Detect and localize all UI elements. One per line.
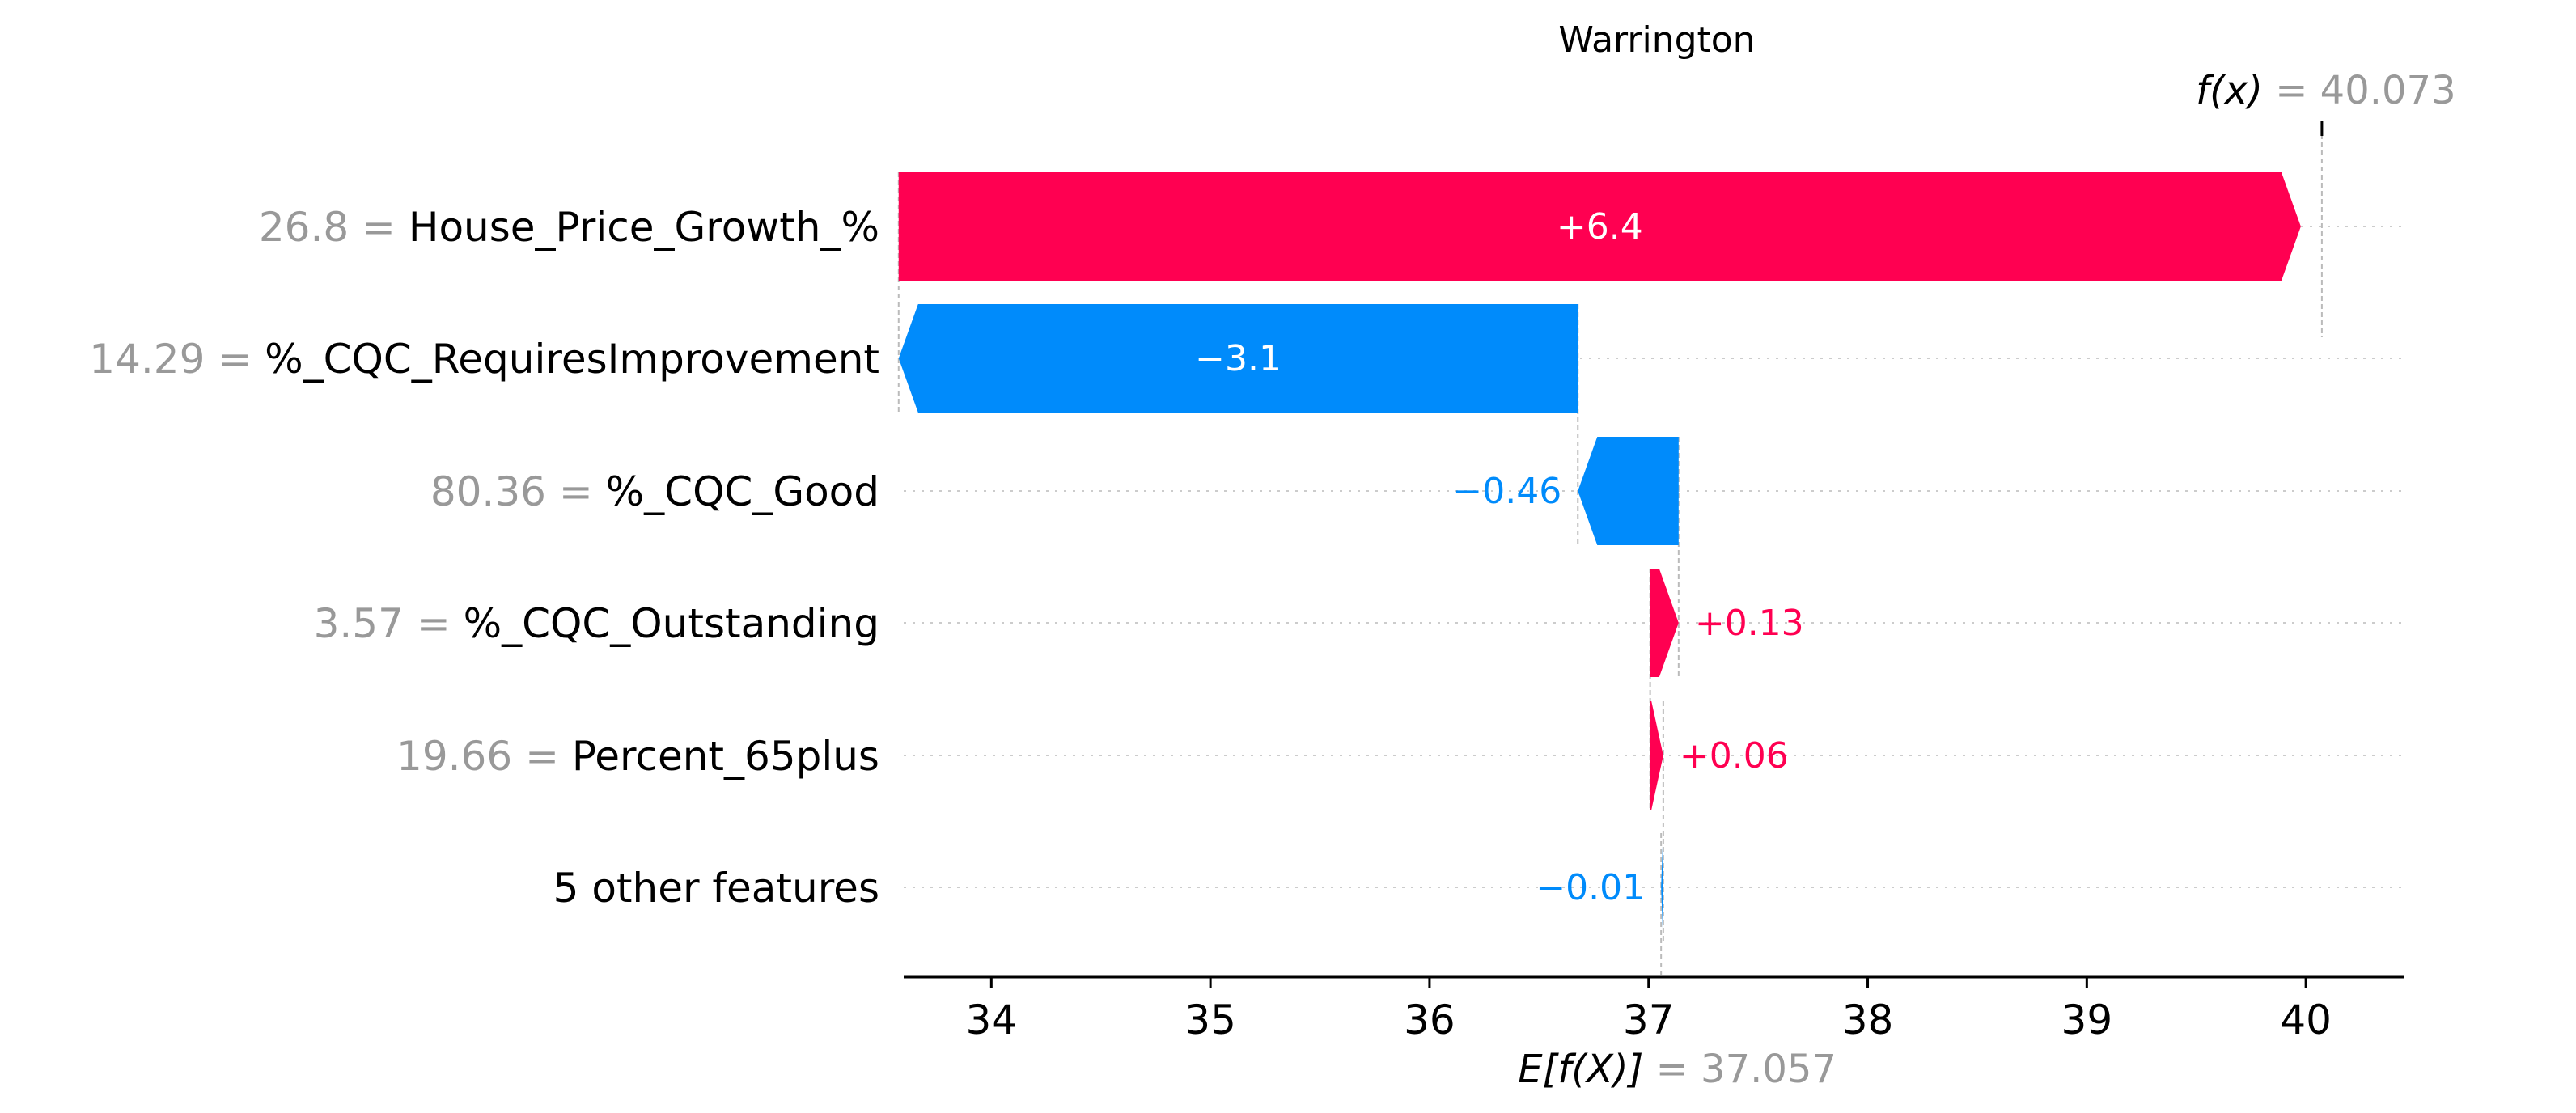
contribution-bar [1650, 701, 1663, 810]
base-value-label: E[f(X)] = 37.057 [1518, 1047, 1837, 1092]
feature-label: 19.66 = Percent_65plus [396, 733, 879, 780]
feature-name: %_CQC_Outstanding [464, 600, 879, 647]
feature-value: 19.66 = [396, 733, 572, 780]
feature-label: 3.57 = %_CQC_Outstanding [314, 600, 879, 647]
contribution-bar [1650, 569, 1679, 677]
x-tick-label: 37 [1623, 997, 1675, 1043]
base-value-symbol: E[f(X)] [1518, 1047, 1655, 1092]
bar-value-label: +0.06 [1680, 735, 1789, 777]
x-tick-label: 34 [966, 997, 1018, 1043]
chart-title: Warrington [1558, 19, 1755, 61]
x-tick-label: 39 [2061, 997, 2113, 1043]
x-tick-label: 40 [2280, 997, 2332, 1043]
feature-value: 26.8 = [259, 204, 409, 251]
feature-label: 14.29 = %_CQC_RequiresImprovement [89, 336, 879, 383]
feature-label: 5 other features [553, 865, 879, 912]
output-value-number: = 40.073 [2275, 68, 2455, 113]
feature-label: 26.8 = House_Price_Growth_% [259, 204, 879, 251]
bar-value-label: −3.1 [1195, 338, 1282, 379]
contribution-bar [898, 304, 1578, 413]
x-tick-label: 36 [1404, 997, 1455, 1043]
bar-layer [898, 172, 2301, 942]
x-axis: 34 35 36 37 38 39 40 E[f(X)] = 37.057 f(x) = 40.… [904, 68, 2456, 1092]
feature-name: %_CQC_Good [606, 468, 879, 515]
x-tick-label: 38 [1842, 997, 1894, 1043]
contribution-bar [1578, 437, 1679, 545]
feature-name: Percent_65plus [572, 733, 879, 780]
output-value-symbol: f(x) [2196, 68, 2275, 113]
contribution-bar [1661, 833, 1663, 942]
feature-name: %_CQC_RequiresImprovement [265, 336, 879, 383]
label-layer: +6.4 26.8 = House_Price_Growth_% −3.1 14.29… [89, 204, 1803, 912]
base-value-number: = 37.057 [1656, 1047, 1837, 1092]
feature-value: 3.57 = [314, 600, 464, 647]
output-value-label: f(x) = 40.073 [2196, 68, 2455, 113]
bar-value-label: +6.4 [1557, 206, 1643, 248]
connector-layer [897, 134, 2323, 977]
bar-value-label: −0.01 [1536, 867, 1645, 908]
feature-value: 14.29 = [89, 336, 265, 383]
feature-name: 5 other features [553, 865, 879, 912]
contribution-bar [898, 172, 2301, 281]
feature-label: 80.36 = %_CQC_Good [430, 468, 879, 515]
x-tick-label: 35 [1184, 997, 1236, 1043]
feature-value: 80.36 = [430, 468, 606, 515]
bar-value-label: −0.46 [1452, 471, 1561, 512]
feature-name: House_Price_Growth_% [409, 204, 879, 251]
bar-value-label: +0.13 [1695, 603, 1804, 644]
